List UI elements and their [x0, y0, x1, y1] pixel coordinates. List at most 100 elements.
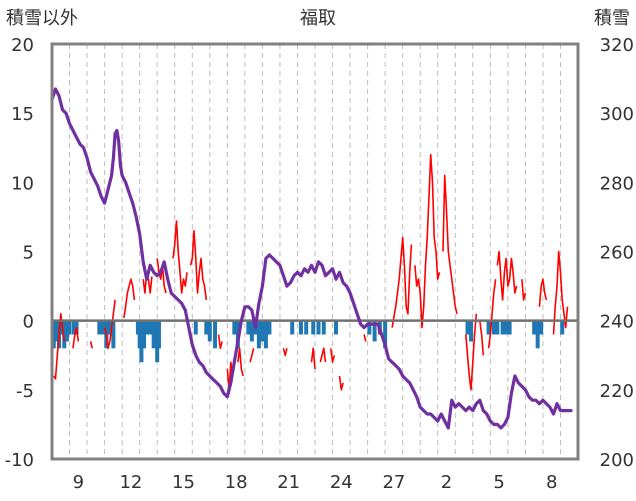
temperature-line	[319, 347, 327, 363]
precip-bar	[367, 320, 372, 335]
left-y-tick-label: 0	[23, 312, 34, 333]
precip-bar	[383, 320, 388, 349]
precip-bar	[532, 320, 537, 335]
temperature-line	[442, 174, 458, 314]
temperature-line	[391, 236, 413, 328]
precip-bar	[535, 320, 540, 349]
temperature-line	[72, 326, 80, 349]
temperature-line	[330, 348, 336, 364]
temperature-line	[249, 348, 255, 363]
temperature-line	[189, 229, 208, 301]
temperature-line	[338, 375, 344, 391]
precip-bar	[151, 320, 156, 349]
precip-bar	[51, 320, 56, 349]
precip-bar	[500, 320, 505, 335]
right-y-tick-label: 300	[600, 104, 634, 125]
precip-bar	[213, 320, 218, 349]
chart-title: 福取	[300, 8, 336, 29]
right-axis-title: 積雪	[594, 8, 630, 29]
precip-bar	[507, 320, 512, 335]
x-tick-label: 2	[441, 472, 452, 493]
precip-bar	[232, 320, 237, 335]
temperature-line	[487, 279, 497, 349]
precip-bar	[469, 320, 474, 342]
precip-bar	[334, 320, 339, 335]
precip-bar	[560, 320, 565, 335]
x-tick-label: 18	[225, 472, 248, 493]
right-y-tick-label: 200	[600, 450, 634, 471]
precip-bar	[316, 320, 321, 335]
temperature-line	[103, 299, 116, 350]
temperature-line	[363, 334, 367, 342]
precip-bar	[207, 320, 212, 342]
precip-bar	[311, 320, 316, 335]
precip-bar	[193, 320, 198, 335]
precip-bar	[504, 320, 509, 335]
temperature-line	[172, 220, 188, 294]
precip-bar	[495, 320, 500, 335]
left-y-tick-labels: -10 -5 0 5 10 15 20	[5, 35, 34, 471]
temperature-line	[414, 153, 441, 329]
precip-bar	[321, 320, 326, 335]
precip-bar	[304, 320, 309, 335]
precip-bar	[97, 320, 102, 335]
snow-depth-series	[50, 87, 573, 430]
precip-bar	[486, 320, 491, 335]
temperature-line	[479, 320, 485, 356]
temperature-line	[217, 334, 223, 350]
right-y-tick-label: 320	[600, 35, 634, 56]
precip-bar	[204, 320, 209, 335]
precip-bar	[144, 320, 149, 335]
precip-bar	[100, 320, 105, 335]
precip-bar	[111, 320, 116, 349]
temperature-line	[521, 279, 527, 301]
left-y-tick-label: -5	[16, 381, 34, 402]
x-tick-label: 9	[73, 472, 84, 493]
x-tick-label: 21	[277, 472, 300, 493]
left-y-tick-label: 20	[11, 35, 34, 56]
precip-bar	[263, 320, 268, 349]
precip-bar	[139, 320, 144, 363]
x-tick-label: 8	[546, 472, 557, 493]
temperature-line	[123, 278, 136, 319]
precip-bar	[148, 320, 153, 335]
precip-bar	[156, 320, 161, 349]
temperature-line	[552, 250, 569, 335]
precip-bar	[372, 320, 377, 342]
right-y-tick-label: 220	[600, 381, 634, 402]
temperature-line	[89, 341, 94, 349]
left-y-tick-label: -10	[5, 450, 34, 471]
precip-bar	[71, 320, 76, 335]
precip-bar	[491, 320, 496, 335]
temperature-line	[465, 313, 478, 391]
x-tick-label: 24	[330, 472, 353, 493]
temperature-line	[538, 278, 548, 307]
precip-bar	[59, 320, 64, 335]
precip-bar	[260, 320, 265, 342]
temperature-line	[237, 347, 244, 377]
right-y-tick-label: 240	[600, 312, 634, 333]
x-tick-label: 5	[493, 472, 504, 493]
temperature-line	[53, 312, 66, 380]
precip-bar	[290, 320, 295, 335]
precip-bar	[465, 320, 470, 335]
temperature-line	[496, 250, 518, 301]
precip-bar	[64, 320, 69, 342]
right-y-tick-label: 260	[600, 243, 634, 264]
snow-depth-line	[50, 87, 573, 430]
precip-bar	[62, 320, 67, 349]
precip-bar	[256, 320, 261, 349]
precip-bar	[267, 320, 272, 335]
precip-bar	[539, 320, 544, 335]
temperature-line	[282, 348, 288, 357]
right-y-tick-label: 280	[600, 173, 634, 194]
temperature-line	[310, 347, 316, 370]
x-tick-label: 15	[172, 472, 195, 493]
x-tick-labels: 9 12 15 18 21 24 27 2 5 8	[73, 472, 558, 493]
precip-bar	[67, 320, 72, 335]
plot-frame	[50, 42, 580, 461]
left-y-tick-label: 15	[11, 104, 34, 125]
x-tick-label: 27	[382, 472, 405, 493]
